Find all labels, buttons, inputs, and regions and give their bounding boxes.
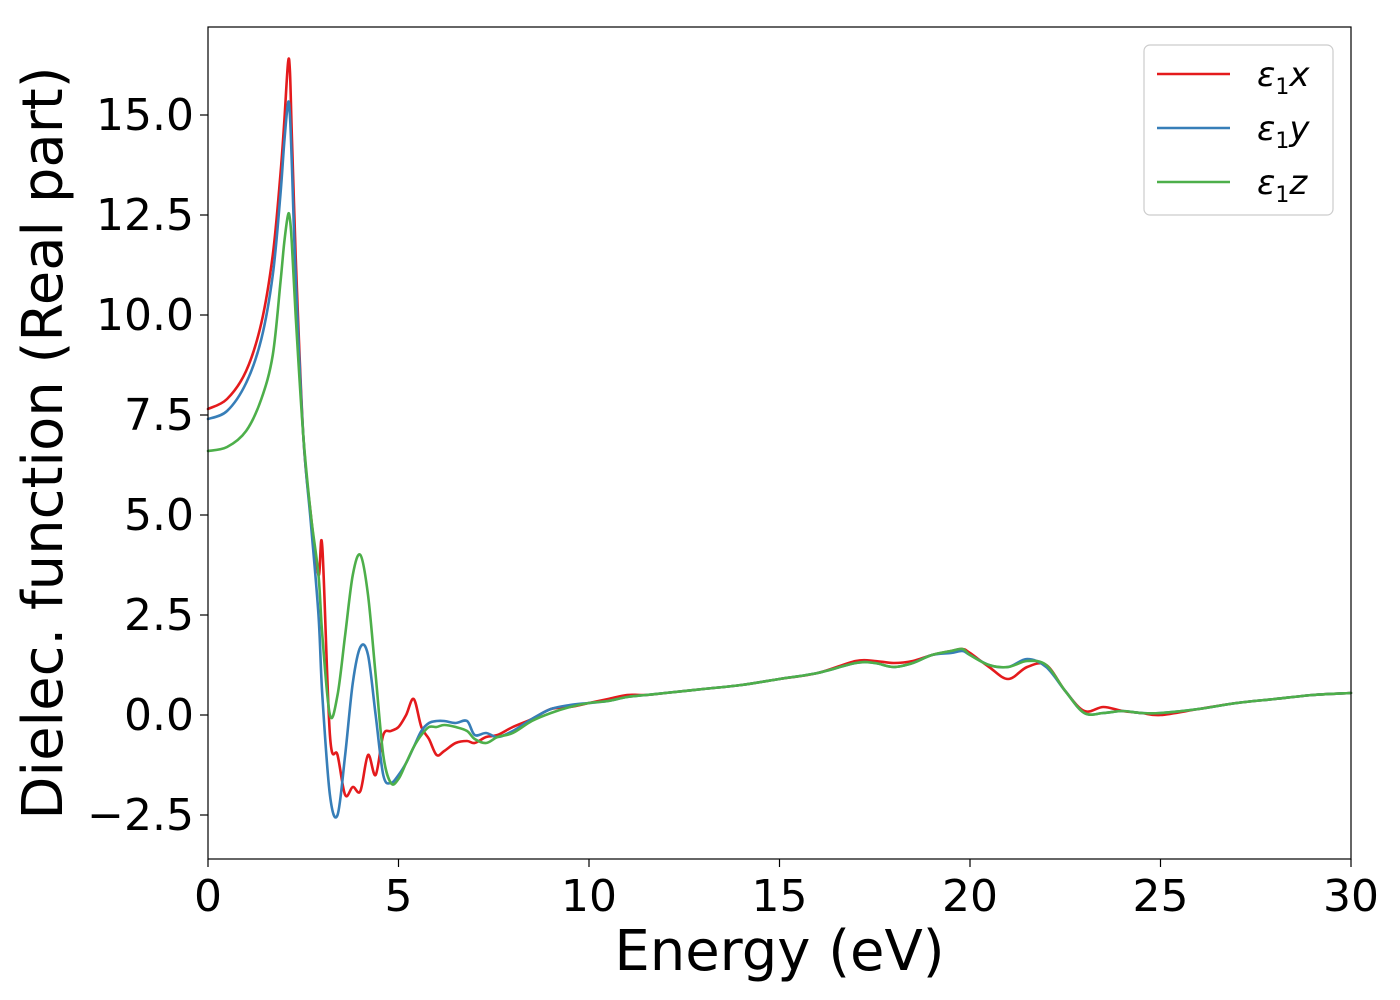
legend-component: y [1288, 109, 1310, 149]
legend-box [1143, 44, 1334, 216]
legend-subscript: 1 [1275, 129, 1289, 154]
x-tick-label: 10 [561, 871, 617, 922]
series-layer [206, 57, 1353, 819]
y-axis: −2.5 0.0 2.5 5.0 7.5 10.0 12.5 15.0 [87, 90, 208, 841]
x-tick-label: 20 [942, 871, 998, 922]
x-tick-label: 5 [385, 871, 413, 922]
y-tick-label: 0.0 [124, 690, 194, 741]
legend-symbol: ε [1257, 55, 1275, 95]
y-tick-label: 5.0 [124, 490, 194, 541]
y-tick-label: 15.0 [96, 90, 194, 141]
y-tick-label: 10.0 [96, 290, 194, 341]
x-tick-label: 0 [194, 871, 222, 922]
legend-symbol: ε [1257, 163, 1275, 203]
y-tick-label: −2.5 [87, 790, 194, 841]
legend-label-y: ε1y [1257, 109, 1310, 154]
y-tick-label: 2.5 [124, 590, 194, 641]
series-line-z [206, 211, 1353, 786]
x-tick-label: 30 [1323, 871, 1379, 922]
legend-label-x: ε1x [1257, 55, 1310, 100]
x-tick-label: 25 [1133, 871, 1189, 922]
y-tick-label: 7.5 [124, 390, 194, 441]
x-axis: 0 5 10 15 20 25 30 [194, 859, 1379, 922]
x-tick-label: 15 [752, 871, 808, 922]
legend-subscript: 1 [1275, 183, 1289, 208]
legend-component: z [1288, 163, 1308, 203]
legend-subscript: 1 [1275, 75, 1289, 100]
legend-component: x [1288, 55, 1310, 95]
y-axis-title: Dielec. function (Real part) [11, 66, 76, 819]
y-tick-label: 12.5 [96, 190, 194, 241]
legend-label-z: ε1z [1257, 163, 1308, 208]
x-axis-title: Energy (eV) [614, 919, 944, 984]
legend-symbol: ε [1257, 109, 1275, 149]
